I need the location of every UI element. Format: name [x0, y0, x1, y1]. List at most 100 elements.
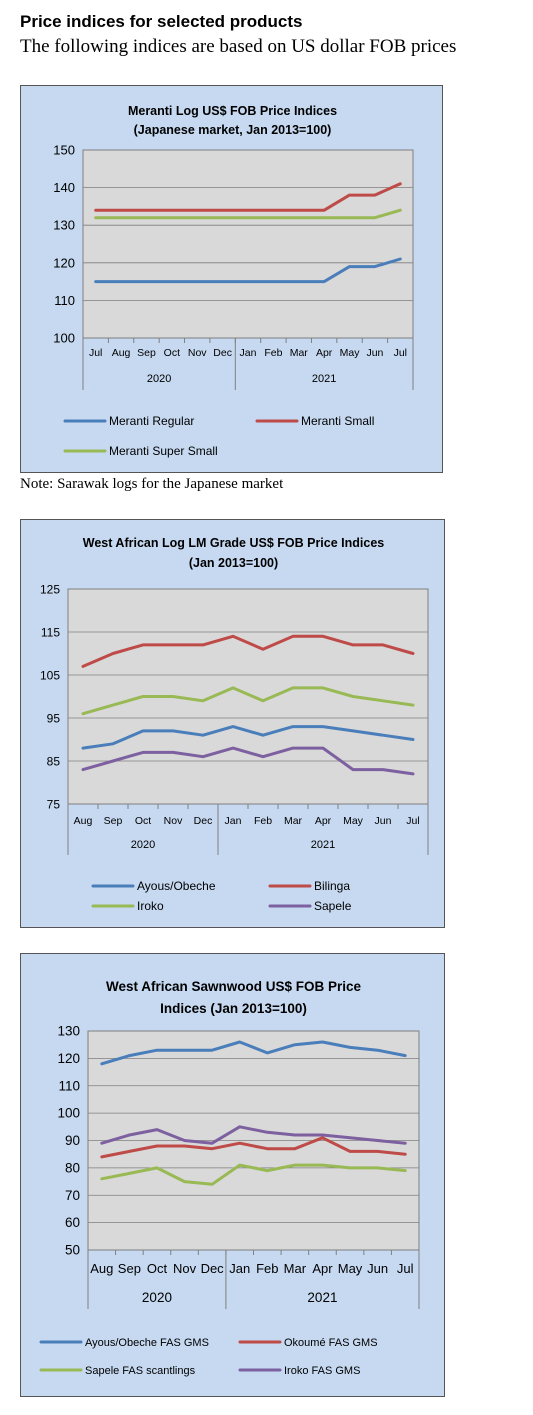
west-african-log-series-line-3 — [81, 686, 415, 716]
meranti-title-line-2: (Japanese market, Jan 2013=100) — [134, 123, 332, 137]
west-african-log-x-tick-label: Jun — [375, 815, 392, 827]
west-african-log-x-tick-label: Aug — [74, 815, 93, 827]
west-african-sawnwood-y-tick-label: 110 — [58, 1078, 80, 1093]
meranti-series-line-1 — [94, 257, 402, 284]
meranti-x-tick-label: Dec — [213, 347, 232, 359]
west-african-log-chart: West African Log LM Grade US$ FOB Price … — [40, 536, 429, 913]
west-african-log-y-tick-label: 95 — [47, 712, 61, 726]
west-african-sawnwood-y-tick-label: 80 — [65, 1160, 80, 1175]
west-african-sawnwood-x-tick-label: Jul — [397, 1261, 414, 1276]
meranti-y-tick-label: 100 — [53, 331, 75, 346]
meranti-x-tick-label: May — [340, 347, 361, 359]
west-african-log-x-tick-label: Sep — [104, 815, 123, 827]
west-african-log-series-line-1 — [81, 725, 415, 750]
west-african-log-series-line-4 — [81, 746, 415, 776]
meranti-x-tick-label: Oct — [164, 347, 180, 359]
meranti-x-tick-label: Aug — [112, 347, 131, 359]
west-african-sawnwood-chart: West African Sawnwood US$ FOB Price Indic… — [39, 979, 420, 1377]
west-african-log-x-tick-label: Jul — [406, 815, 419, 827]
west-african-log-y-tick-label: 115 — [41, 626, 60, 640]
west-african-sawnwood-y-tick-label: 120 — [57, 1051, 80, 1066]
west-african-sawnwood-x-tick-label: Sep — [118, 1261, 141, 1276]
meranti-y-tick-label: 150 — [53, 143, 75, 158]
meranti-year-label: 2020 — [147, 373, 171, 385]
meranti-x-tick-label: Jul — [89, 347, 102, 359]
west-african-log-y-tick-label: 75 — [47, 798, 61, 812]
west-african-sawnwood-series-line-1 — [100, 1040, 407, 1066]
west-african-log-title-line-2: (Jan 2013=100) — [189, 556, 278, 570]
west-african-sawnwood-x-tick-label: Dec — [201, 1261, 225, 1276]
meranti-chart-panel: Meranti Log US$ FOB Price Indices (Japane… — [20, 85, 443, 473]
west-african-log-title-line-1: West African Log LM Grade US$ FOB Price … — [83, 536, 385, 550]
meranti-x-tick-label: Jan — [240, 347, 257, 359]
west-african-sawnwood-x-tick-label: Jun — [367, 1261, 388, 1276]
west-african-log-year-label: 2020 — [131, 839, 155, 851]
chart-note: Note: Sarawak logs for the Japanese mark… — [20, 476, 284, 492]
west-african-sawnwood-x-tick-label: Mar — [284, 1261, 307, 1276]
west-african-sawnwood-x-tick-label: Jan — [229, 1261, 250, 1276]
west-african-sawnwood-x-tick-label: Aug — [90, 1261, 113, 1276]
meranti-x-tick-label: Nov — [188, 347, 207, 359]
west-african-log-x-tick-label: Feb — [254, 815, 272, 827]
meranti-series-line-2 — [94, 182, 402, 212]
west-african-log-x-tick-label: Mar — [284, 815, 303, 827]
west-african-log-y-tick-label: 105 — [40, 669, 60, 683]
page-title: Price indices for selected products — [20, 12, 303, 31]
west-african-log-x-tick-label: Dec — [194, 815, 213, 827]
west-african-sawnwood-x-tick-label: May — [338, 1261, 363, 1276]
meranti-x-tick-label: Sep — [137, 347, 156, 359]
west-african-log-year-label: 2021 — [311, 839, 335, 851]
west-african-log-y-tick-label: 125 — [40, 583, 60, 597]
meranti-y-tick-label: 120 — [53, 255, 75, 270]
west-african-sawnwood-x-tick-label: Feb — [256, 1261, 278, 1276]
west-african-sawnwood-series-line-3 — [100, 1163, 407, 1186]
west-african-log-legend-label: Iroko — [137, 899, 164, 913]
meranti-title-line-1: Meranti Log US$ FOB Price Indices — [128, 104, 337, 118]
west-african-log-legend-label: Ayous/Obeche — [137, 879, 216, 893]
west-african-sawnwood-x-tick-label: Apr — [312, 1261, 333, 1276]
meranti-series-line-3 — [94, 208, 402, 220]
west-african-sawnwood-y-tick-label: 130 — [57, 1024, 80, 1039]
west-african-sawnwood-legend-label: Okoumé FAS GMS — [284, 1337, 378, 1349]
meranti-legend-label: Meranti Small — [301, 414, 374, 428]
west-african-sawnwood-y-tick-label: 60 — [65, 1215, 80, 1230]
west-african-log-legend-label: Bilinga — [314, 879, 350, 893]
meranti-x-tick-label: Jul — [394, 347, 407, 359]
meranti-x-tick-label: Jun — [366, 347, 383, 359]
meranti-x-tick-label: Mar — [290, 347, 309, 359]
west-african-sawnwood-year-label: 2020 — [142, 1290, 172, 1305]
west-african-sawnwood-y-tick-label: 100 — [57, 1106, 80, 1121]
west-african-sawnwood-series-line-2 — [100, 1136, 407, 1159]
meranti-chart: Meranti Log US$ FOB Price Indices (Japane… — [53, 104, 414, 458]
west-african-log-series-line-2 — [81, 634, 415, 668]
meranti-plot-area — [82, 149, 414, 339]
west-african-sawnwood-legend-label: Iroko FAS GMS — [284, 1365, 360, 1377]
west-african-sawnwood-y-tick-label: 70 — [65, 1188, 80, 1203]
west-african-log-x-tick-label: Jan — [225, 815, 242, 827]
meranti-legend-label: Meranti Super Small — [109, 444, 218, 458]
meranti-y-tick-label: 140 — [53, 180, 75, 195]
west-african-sawnwood-y-tick-label: 50 — [65, 1243, 80, 1258]
west-african-sawnwood-legend-label: Sapele FAS scantlings — [85, 1365, 196, 1377]
meranti-y-tick-label: 110 — [54, 293, 75, 308]
west-african-sawnwood-legend-label: Ayous/Obeche FAS GMS — [85, 1337, 209, 1349]
west-african-log-x-tick-label: Apr — [315, 815, 332, 827]
west-african-sawnwood-title-line-1: West African Sawnwood US$ FOB Price — [106, 979, 362, 994]
west-african-log-chart-panel: West African Log LM Grade US$ FOB Price … — [20, 519, 445, 928]
west-african-sawnwood-year-label: 2021 — [307, 1290, 337, 1305]
west-african-sawnwood-y-tick-label: 90 — [65, 1133, 80, 1148]
meranti-y-tick-label: 130 — [53, 218, 75, 233]
west-african-sawnwood-x-tick-label: Nov — [173, 1261, 197, 1276]
west-african-sawnwood-x-tick-label: Oct — [147, 1261, 168, 1276]
west-african-sawnwood-title-line-2: Indices (Jan 2013=100) — [160, 1001, 307, 1016]
west-african-log-y-tick-label: 85 — [47, 755, 61, 769]
meranti-x-tick-label: Apr — [316, 347, 333, 359]
west-african-log-x-tick-label: Nov — [164, 815, 183, 827]
page-subtitle: The following indices are based on US do… — [20, 36, 457, 57]
west-african-log-x-tick-label: Oct — [135, 815, 151, 827]
meranti-legend-label: Meranti Regular — [109, 414, 194, 428]
west-african-sawnwood-series-line-4 — [100, 1125, 407, 1145]
west-african-sawnwood-chart-panel: West African Sawnwood US$ FOB Price Indic… — [20, 953, 445, 1397]
west-african-log-legend-label: Sapele — [314, 899, 352, 913]
meranti-x-tick-label: Feb — [264, 347, 282, 359]
